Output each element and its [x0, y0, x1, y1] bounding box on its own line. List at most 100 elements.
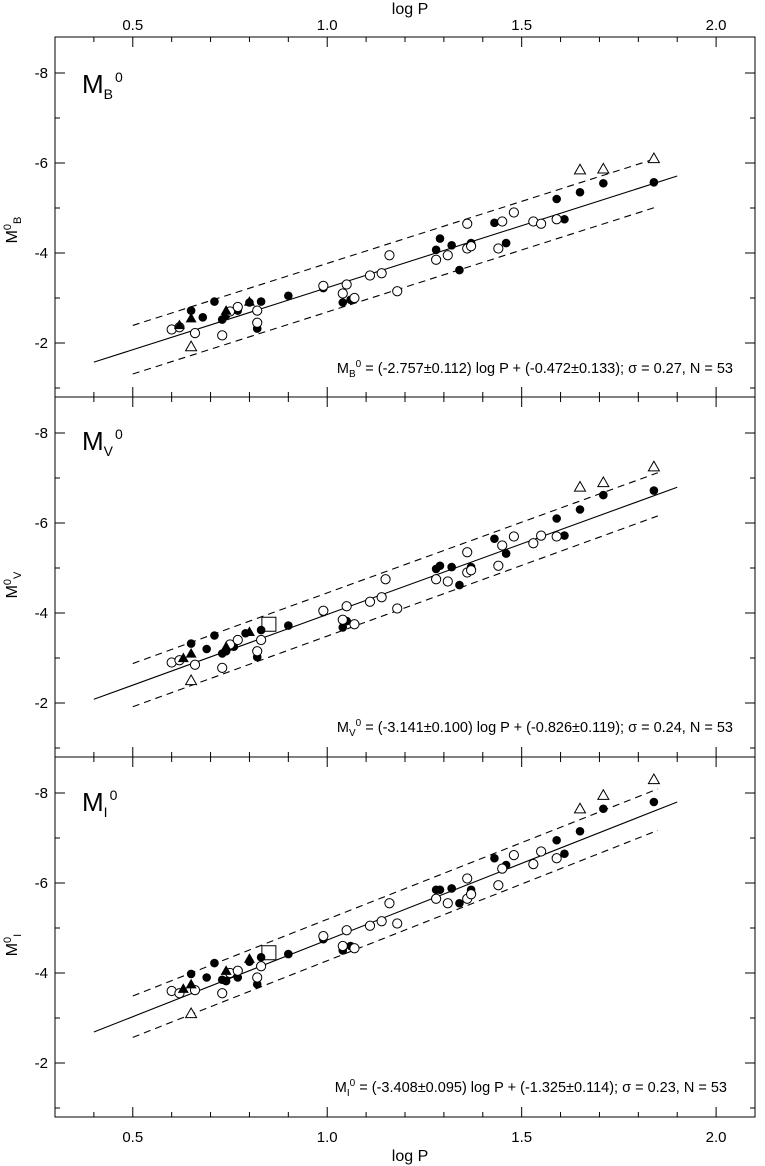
- data-point-filled-circle: [552, 514, 561, 523]
- data-point-filled-triangle: [173, 319, 185, 330]
- panel-mi-equation: MI0 = (-3.408±0.095) log P + (-1.325±0.1…: [335, 1078, 727, 1099]
- data-point-open-circle: [376, 916, 387, 927]
- data-point-open-circle: [232, 634, 243, 646]
- data-point-open-circle: [508, 850, 519, 861]
- panel-mv-ticks: -8 -6 -4 -2: [35, 397, 756, 757]
- data-point-filled-triangle: [185, 978, 197, 989]
- panel-mi-ylabel: M0I: [2, 934, 24, 957]
- data-point-filled-triangle: [243, 626, 255, 637]
- panel-mi-label: MI0: [82, 787, 118, 820]
- data-point-open-circle: [384, 250, 395, 261]
- data-point-filled-circle: [490, 534, 499, 544]
- fit-line: [93, 486, 678, 700]
- data-point-filled-circle: [256, 952, 266, 962]
- data-point-filled-circle: [202, 973, 211, 982]
- data-point-filled-circle: [552, 835, 561, 845]
- top-x-tick-label: 1.0: [317, 17, 338, 34]
- data-point-filled-circle: [490, 853, 499, 863]
- data-point-open-square: [261, 945, 277, 961]
- data-point-open-circle: [466, 889, 477, 900]
- data-point-filled-circle: [210, 958, 219, 968]
- data-point-open-circle: [497, 863, 508, 874]
- data-point-open-circle: [217, 330, 228, 341]
- data-point-filled-circle: [455, 265, 464, 275]
- data-point-open-triangle: [596, 475, 610, 488]
- data-point-open-circle: [508, 531, 519, 542]
- data-point-open-triangle: [596, 788, 610, 800]
- data-point-open-triangle: [573, 802, 587, 814]
- panel-mb-points: [166, 151, 661, 352]
- bottom-xlabel: log P: [392, 1148, 428, 1165]
- data-point-open-circle: [341, 601, 352, 612]
- upper-dashed-line: [132, 472, 658, 665]
- data-point-filled-circle: [447, 884, 456, 893]
- data-point-open-circle: [232, 965, 243, 976]
- panel-mb-ticks: -8 -6 -4 -2: [35, 37, 756, 397]
- y-tick-label: -8: [35, 65, 48, 82]
- y-tick-label: -6: [35, 155, 48, 172]
- data-point-filled-circle: [649, 797, 659, 807]
- data-point-open-circle: [536, 530, 547, 541]
- data-point-filled-circle: [560, 214, 569, 224]
- data-point-open-circle: [466, 565, 477, 576]
- data-point-filled-circle: [210, 631, 219, 640]
- data-point-open-circle: [384, 898, 395, 909]
- y-tick-label: -2: [35, 335, 48, 352]
- data-point-open-circle: [337, 940, 348, 952]
- data-point-open-circle: [431, 254, 442, 265]
- data-point-filled-circle: [256, 297, 266, 306]
- data-point-open-circle: [217, 988, 228, 999]
- data-point-filled-circle: [560, 849, 569, 859]
- panel-mb-label: MB0: [82, 69, 123, 102]
- data-point-filled-circle: [501, 238, 511, 248]
- data-point-open-circle: [442, 898, 453, 909]
- data-point-open-circle: [431, 893, 442, 904]
- data-point-open-circle: [508, 207, 519, 218]
- data-point-filled-triangle: [243, 953, 255, 963]
- data-point-open-circle: [349, 619, 360, 630]
- data-point-open-circle: [349, 943, 360, 954]
- data-point-open-circle: [232, 301, 243, 313]
- data-point-filled-circle: [210, 297, 219, 306]
- top-x-tick-label: 1.5: [511, 17, 532, 34]
- panel-frame: [54, 396, 756, 758]
- top-xlabel: log P: [392, 1, 428, 18]
- data-point-filled-triangle: [220, 965, 232, 975]
- y-tick-label: -6: [35, 515, 48, 532]
- data-point-open-circle: [551, 531, 562, 542]
- data-point-filled-circle: [447, 562, 456, 572]
- data-point-open-circle: [364, 596, 376, 607]
- data-point-open-circle: [337, 288, 348, 299]
- data-point-filled-circle: [435, 234, 445, 243]
- panel-mb-ylabel: M0B: [2, 217, 24, 244]
- data-point-open-circle: [256, 961, 267, 972]
- data-point-open-circle: [493, 880, 504, 891]
- data-point-open-circle: [189, 659, 201, 670]
- data-point-open-circle: [536, 218, 547, 229]
- data-point-filled-circle: [560, 531, 569, 540]
- data-point-open-circle: [252, 317, 263, 328]
- data-point-filled-triangle: [185, 648, 197, 658]
- data-point-open-circle: [252, 646, 263, 657]
- data-point-filled-circle: [599, 804, 608, 814]
- data-point-open-circle: [392, 286, 403, 297]
- data-point-open-triangle: [184, 673, 198, 686]
- data-point-open-circle: [341, 279, 352, 290]
- fit-line: [93, 175, 678, 363]
- data-point-open-circle: [380, 574, 391, 585]
- data-point-open-circle: [252, 972, 263, 983]
- panel-mb-frame: [54, 36, 756, 398]
- data-point-filled-circle: [256, 625, 266, 635]
- panel-mb-equation: MB0 = (-2.757±0.112) log P + (-0.472±0.1…: [337, 359, 733, 380]
- data-point-filled-triangle: [177, 652, 189, 663]
- data-point-open-circle: [341, 925, 352, 936]
- data-point-open-circle: [462, 873, 473, 884]
- data-point-open-circle: [349, 292, 360, 304]
- panel-mi-points: [166, 772, 661, 1019]
- data-point-filled-circle: [198, 313, 208, 322]
- data-point-open-circle: [442, 576, 453, 587]
- data-point-filled-circle: [455, 580, 464, 590]
- data-point-filled-circle: [284, 291, 293, 301]
- data-point-open-circle: [462, 547, 473, 558]
